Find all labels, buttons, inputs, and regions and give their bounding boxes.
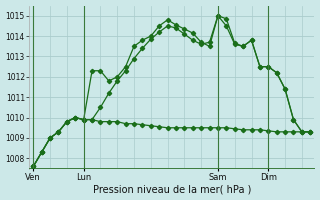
X-axis label: Pression niveau de la mer( hPa ): Pression niveau de la mer( hPa ) bbox=[92, 184, 251, 194]
